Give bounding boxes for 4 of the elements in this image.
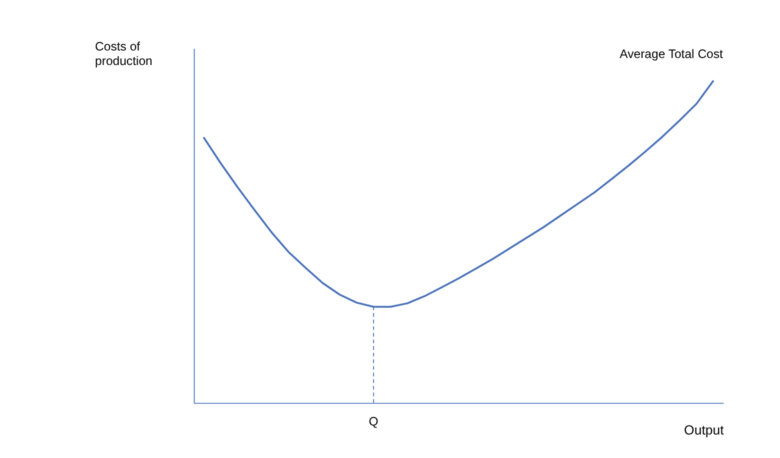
annotation: Q (368, 414, 378, 429)
y-axis-title: Costs of production (95, 40, 153, 68)
series-label: Average Total Cost (620, 46, 724, 61)
x-axis-title: Output (684, 422, 724, 438)
